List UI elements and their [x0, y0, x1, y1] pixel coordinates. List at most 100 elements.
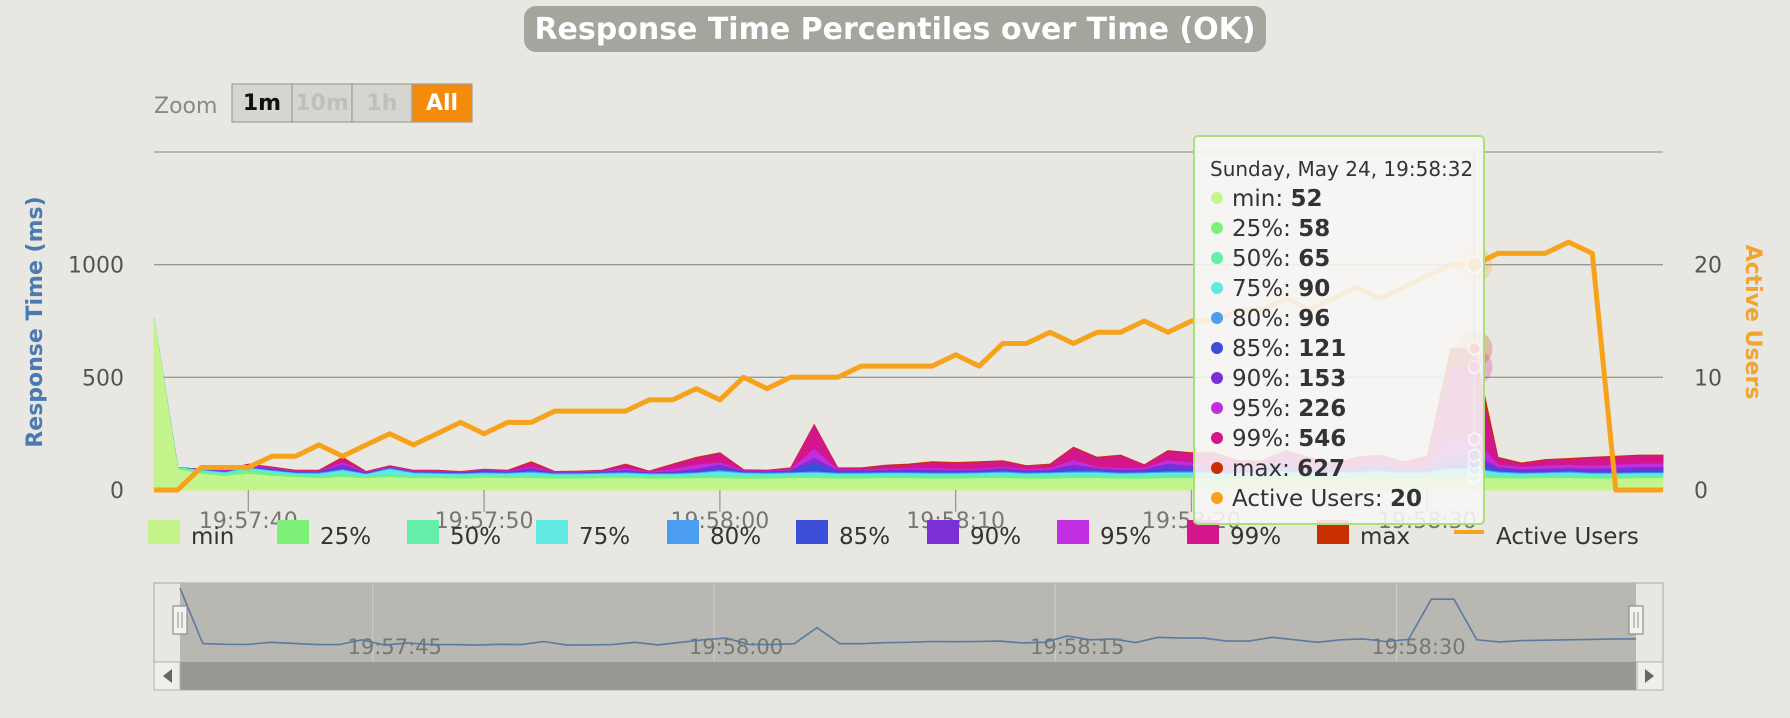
- legend-label: 95%: [1100, 524, 1151, 550]
- zoom-button-label: 1h: [367, 91, 398, 116]
- chevron-right-icon: [1645, 669, 1654, 683]
- legend-label: 80%: [710, 524, 761, 550]
- y-right-tick-label: 10: [1694, 366, 1722, 391]
- tooltip-row-label: min:: [1232, 186, 1290, 212]
- tooltip-row-value: 226: [1298, 396, 1346, 422]
- legend-item-25pct[interactable]: 25%: [277, 520, 371, 550]
- zoom-button-bg: [291, 83, 353, 123]
- legend-item-99pct[interactable]: 99%: [1187, 520, 1281, 550]
- legend-item-75pct[interactable]: 75%: [536, 520, 630, 550]
- tooltip-row-value: 153: [1298, 366, 1346, 392]
- legend-swatch: [407, 520, 439, 544]
- tooltip-bullet: [1211, 222, 1223, 234]
- scroll-right-button[interactable]: [1636, 661, 1664, 691]
- tooltip-row-label: 75%:: [1232, 276, 1298, 302]
- tooltip-row-label: Active Users:: [1232, 486, 1390, 512]
- tooltip-bullet: [1211, 312, 1223, 324]
- tooltip-bullet: [1211, 462, 1223, 474]
- tooltip-bullet: [1211, 192, 1223, 204]
- zoom-button-10m[interactable]: 10m: [291, 83, 353, 123]
- y-left-tick-label: 500: [82, 366, 124, 391]
- tooltip-row-text: 80%: 96: [1232, 306, 1330, 332]
- legend-label: 85%: [839, 524, 890, 550]
- tooltip-row-text: 75%: 90: [1232, 276, 1330, 302]
- legend-swatch: [796, 520, 828, 544]
- zoom-button-1m[interactable]: 1m: [231, 83, 293, 123]
- legend-swatch: [927, 520, 959, 544]
- legend-item-90pct[interactable]: 90%: [927, 520, 1021, 550]
- tooltip-row-text: min: 52: [1232, 186, 1322, 212]
- series-areas: [153, 318, 1664, 491]
- tooltip-row-value: 52: [1290, 186, 1322, 212]
- zoom-button-1h[interactable]: 1h: [351, 83, 413, 123]
- tooltip-row-label: 85%:: [1232, 336, 1298, 362]
- navigator-handle-left[interactable]: [172, 605, 188, 635]
- tooltip-bullet: [1211, 492, 1223, 504]
- legend-item-min[interactable]: min: [148, 520, 234, 550]
- tooltip-row-label: max:: [1232, 456, 1297, 482]
- y-left-tick-label: 0: [110, 479, 124, 504]
- tooltip-row-text: 50%: 65: [1232, 246, 1330, 272]
- zoom-button-label: 10m: [295, 91, 349, 116]
- zoom-button-all[interactable]: All: [411, 83, 473, 123]
- tooltip-row-50pct: 50%: 65: [1211, 246, 1330, 272]
- tooltip-bullet: [1211, 402, 1223, 414]
- tooltip-row-75pct: 75%: 90: [1211, 276, 1330, 302]
- navigator-handle-body: [1628, 605, 1644, 635]
- navigator-tick-label: 19:58:00: [689, 635, 783, 659]
- tooltip-bullet: [1211, 372, 1223, 384]
- navigator-tick-label: 19:57:45: [348, 635, 442, 659]
- tooltip-row-85pct: 85%: 121: [1211, 336, 1346, 362]
- tooltip-row-text: 85%: 121: [1232, 336, 1346, 362]
- legend-label: Active Users: [1496, 524, 1639, 550]
- legend-label: 99%: [1230, 524, 1281, 550]
- y-axis-right-title: Active Users: [1740, 245, 1765, 400]
- tooltip-row-text: 95%: 226: [1232, 396, 1346, 422]
- legend-item-80pct[interactable]: 80%: [667, 520, 761, 550]
- tooltip-box: [1193, 135, 1485, 525]
- zoom-button-bg: [411, 83, 473, 123]
- tooltip-row-value: 58: [1298, 216, 1330, 242]
- tooltip-row-label: 25%:: [1232, 216, 1298, 242]
- tooltip-row-label: 99%:: [1232, 426, 1298, 452]
- zoom-label: Zoom: [154, 94, 217, 119]
- legend-item-max[interactable]: max: [1317, 520, 1410, 550]
- legend-item-95pct[interactable]: 95%: [1057, 520, 1151, 550]
- legend-item-85pct[interactable]: 85%: [796, 520, 890, 550]
- tooltip-row-25pct: 25%: 58: [1211, 216, 1330, 242]
- navigator-tick-label: 19:58:30: [1371, 635, 1465, 659]
- legend-swatch: [667, 520, 699, 544]
- tooltip-row-text: 90%: 153: [1232, 366, 1346, 392]
- tooltip-row-99pct: 99%: 546: [1211, 426, 1346, 452]
- zoom-controls: Zoom 1m 10m 1h All: [154, 83, 473, 123]
- tooltip-row-value: 627: [1297, 456, 1345, 482]
- navigator-scrollbar[interactable]: [153, 661, 1664, 691]
- legend-swatch: [148, 520, 180, 544]
- tooltip-row-label: 90%:: [1232, 366, 1298, 392]
- legend-item-active-users[interactable]: Active Users: [1454, 524, 1639, 550]
- navigator-handle-body: [172, 605, 188, 635]
- navigator-selection[interactable]: [180, 583, 1636, 662]
- tooltip-row-min: min: 52: [1211, 186, 1322, 212]
- navigator-handle-right[interactable]: [1628, 605, 1644, 635]
- chart-title-text: Response Time Percentiles over Time (OK): [534, 12, 1255, 47]
- tooltip-row-label: 95%:: [1232, 396, 1298, 422]
- tooltip-bullet: [1211, 342, 1223, 354]
- legend-label: 25%: [320, 524, 371, 550]
- legend-swatch: [1057, 520, 1089, 544]
- scroll-left-button[interactable]: [153, 661, 181, 691]
- scrollbar-thumb[interactable]: [180, 662, 1636, 690]
- tooltip-row-value: 20: [1390, 486, 1422, 512]
- tooltip-row-text: Active Users: 20: [1232, 486, 1422, 512]
- y-right-tick-label: 0: [1694, 479, 1708, 504]
- tooltip-row-value: 90: [1298, 276, 1330, 302]
- chart-title: Response Time Percentiles over Time (OK): [524, 6, 1266, 52]
- tooltip-row-label: 80%:: [1232, 306, 1298, 332]
- legend-item-50pct[interactable]: 50%: [407, 520, 501, 550]
- zoom-button-label: 1m: [243, 91, 281, 116]
- tooltip-row-95pct: 95%: 226: [1211, 396, 1346, 422]
- tooltip-row-label: 50%:: [1232, 246, 1298, 272]
- legend: min 25% 50% 75% 80% 85% 90% 95% 99% max Active Use…: [148, 520, 1639, 550]
- y-axis-left-title: Response Time (ms): [23, 196, 48, 447]
